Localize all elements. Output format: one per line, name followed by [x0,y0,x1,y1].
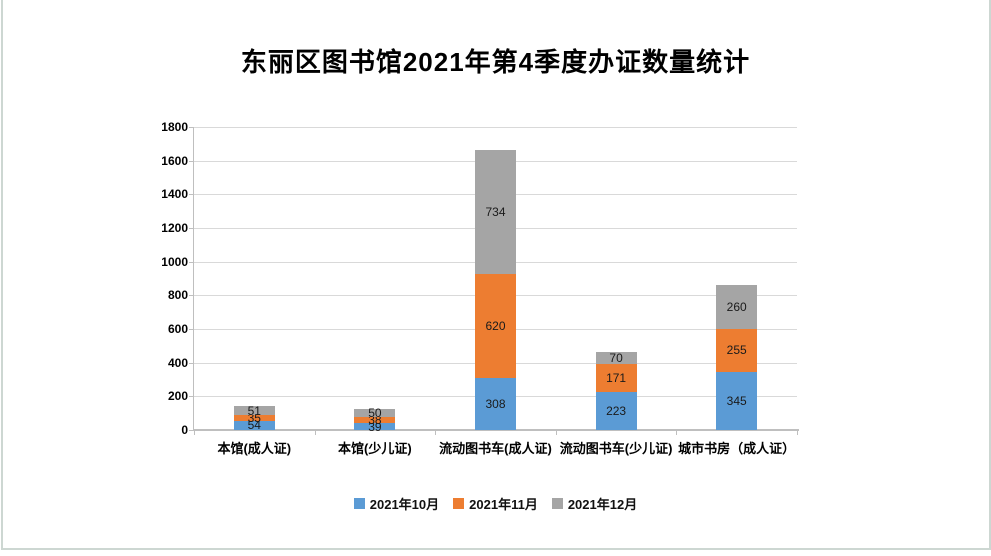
legend-item: 2021年12月 [551,494,638,513]
bar-segment [595,363,637,393]
legend-label: 2021年10月 [369,497,440,512]
data-label: 260 [726,300,747,315]
x-axis-tick [555,431,557,435]
x-axis-tick [194,431,195,435]
bar-segment [354,408,396,418]
y-axis-tick [189,194,193,196]
data-label: 255 [726,343,747,358]
y-axis-line [193,127,194,430]
y-axis-label: 0 [181,423,188,437]
chart-title: 东丽区图书馆2021年第4季度办证数量统计 [240,47,751,77]
legend-swatch [551,498,563,509]
y-axis-tick [189,261,193,263]
bar-segment [716,285,758,329]
y-axis-tick [189,329,193,330]
data-label: 620 [485,318,506,333]
data-label: 39 [368,419,382,434]
data-label: 308 [485,397,506,412]
y-axis-label: 800 [167,288,188,303]
legend-label: 2021年12月 [567,497,638,512]
chart-legend: 2021年10月 2021年11月 2021年12月 [0,494,991,513]
bar-segment [716,329,758,372]
bar-segment [475,150,516,274]
bar-segment [595,392,637,430]
y-axis-tick [189,127,193,128]
legend-item: 2021年11月 [453,494,538,513]
y-axis-tick [189,362,193,364]
category-label: 城市书房（成人证） [678,441,796,456]
data-label: 54 [247,418,261,433]
data-label: 38 [368,413,382,428]
bar-segment [233,406,275,415]
x-axis-tick [676,431,678,435]
plot-area: 0 200 400 600 800 1000 1200 1400 1600 1800 54 35 51 本… [161,120,799,456]
y-axis-tick [189,160,193,162]
x-axis-tick [435,431,437,435]
data-label: 171 [606,371,627,386]
bar-segment [233,420,275,430]
category-label: 本馆(少儿证) [338,441,412,456]
bar-segment [354,423,396,430]
legend-item: 2021年10月 [353,494,440,513]
y-axis-label: 1800 [161,120,188,134]
gridline [194,127,797,128]
legend-label: 2021年11月 [469,497,538,512]
bar-segment [233,415,275,421]
x-axis-line [193,429,799,431]
x-axis-tick [314,431,316,435]
x-axis-tick [797,431,798,435]
legend-swatch [353,498,365,509]
category-label: 本馆(成人证) [217,441,292,456]
bar-segment [475,273,516,379]
category-label: 流动图书车(成人证) [439,441,552,456]
y-axis-tick [189,430,193,431]
y-axis-tick [189,228,193,229]
y-axis-tick [189,396,193,398]
bar-segment [354,417,396,424]
y-axis-tick [189,295,193,297]
bar-segment [595,351,637,364]
bar-segment [716,371,758,430]
y-axis-label: 1600 [161,153,188,168]
data-label: 734 [485,205,506,219]
data-label: 51 [247,403,261,418]
data-label: 50 [368,405,382,420]
y-axis-label: 1200 [161,221,188,235]
y-axis-label: 400 [167,355,188,370]
data-label: 70 [609,350,623,365]
data-label: 223 [606,404,627,419]
y-axis-label: 600 [167,322,188,336]
category-label: 流动图书车(少儿证) [559,441,673,456]
data-label: 345 [726,393,747,408]
y-axis-label: 1400 [161,187,188,202]
legend-swatch [453,498,465,509]
bar-segment [475,378,516,430]
y-axis-label: 1000 [161,254,188,269]
y-axis-label: 200 [167,389,188,404]
